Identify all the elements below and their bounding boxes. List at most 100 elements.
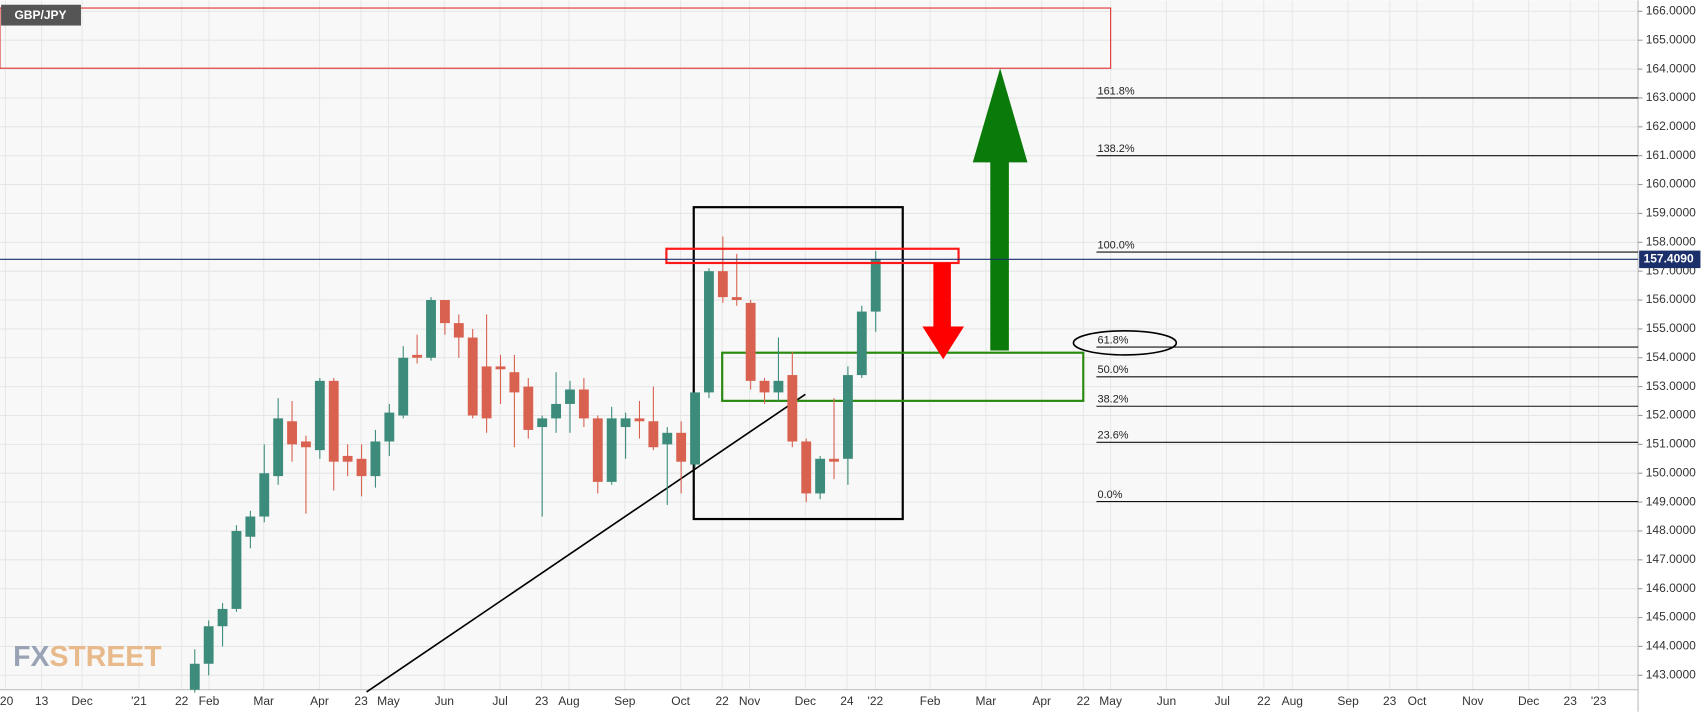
candle-body bbox=[314, 380, 325, 451]
down-arrow bbox=[922, 262, 965, 360]
candle-body bbox=[592, 418, 603, 482]
x-tick-label: 23 bbox=[354, 694, 368, 708]
candle-body bbox=[495, 366, 506, 370]
x-tick-label: '21 bbox=[131, 694, 147, 708]
candle-body bbox=[759, 380, 770, 393]
candle-body bbox=[467, 337, 478, 416]
candle-body bbox=[634, 418, 645, 422]
x-tick-label: 13 bbox=[35, 694, 49, 708]
x-tick-label: Dec bbox=[1518, 694, 1539, 708]
candle-body bbox=[731, 297, 742, 301]
candle-body bbox=[690, 392, 700, 465]
watermark-street: STREET bbox=[49, 641, 162, 673]
y-tick-label: 156.0000 bbox=[1646, 292, 1696, 306]
x-tick-label: Sep bbox=[1337, 694, 1359, 708]
candle-body bbox=[259, 473, 270, 517]
x-tick-label: 24 bbox=[840, 694, 854, 708]
y-tick-label: 162.0000 bbox=[1646, 119, 1696, 133]
fib-highlight bbox=[1072, 330, 1178, 356]
candle-body bbox=[606, 418, 617, 482]
candle-body bbox=[717, 271, 728, 298]
y-tick-label: 158.0000 bbox=[1646, 234, 1696, 248]
x-tick-label: Jul bbox=[492, 694, 507, 708]
fib-label: 61.8% bbox=[1098, 334, 1129, 346]
candle-body bbox=[704, 271, 714, 393]
x-tick-label: Nov bbox=[739, 694, 760, 708]
candle-body bbox=[620, 418, 631, 428]
x-tick-label: Mar bbox=[976, 694, 997, 708]
y-tick-label: 164.0000 bbox=[1646, 61, 1696, 75]
resistance-zone bbox=[0, 7, 1112, 69]
candle-body bbox=[398, 357, 409, 416]
fib-label: 138.2% bbox=[1098, 143, 1135, 155]
plot-background bbox=[0, 0, 1638, 689]
x-tick-label: Feb bbox=[199, 694, 220, 708]
candle-body bbox=[328, 380, 339, 462]
candle-body bbox=[426, 300, 436, 358]
symbol-badge bbox=[1, 4, 81, 26]
x-tick-label: 22 bbox=[1077, 694, 1091, 708]
last-price-tag bbox=[1639, 250, 1701, 269]
y-tick-label: 166.0000 bbox=[1646, 4, 1696, 18]
y-tick-label: 149.0000 bbox=[1646, 494, 1696, 508]
candle-body bbox=[801, 441, 812, 494]
y-tick-label: 154.0000 bbox=[1646, 350, 1696, 364]
y-tick-label: 147.0000 bbox=[1646, 552, 1696, 566]
candle-body bbox=[509, 372, 520, 393]
y-tick-label: 152.0000 bbox=[1646, 408, 1696, 422]
resistance-box bbox=[665, 247, 960, 265]
candle-body bbox=[439, 300, 450, 324]
fib-label: 23.6% bbox=[1098, 430, 1129, 442]
x-tick-label: Mar bbox=[253, 694, 274, 708]
candle-body bbox=[217, 608, 228, 627]
candle-body bbox=[384, 412, 395, 442]
candle-body bbox=[842, 375, 853, 459]
candle-body bbox=[565, 389, 575, 404]
y-tick-label: 151.0000 bbox=[1646, 437, 1696, 451]
watermark: FXSTREET bbox=[13, 641, 162, 673]
candle-body bbox=[301, 441, 311, 448]
candle-body bbox=[287, 421, 297, 445]
candle-body bbox=[245, 516, 256, 537]
x-tick-label: '20 bbox=[0, 694, 14, 708]
y-tick-label: 153.0000 bbox=[1646, 379, 1696, 393]
y-tick-label: 155.0000 bbox=[1646, 321, 1696, 335]
candle-body bbox=[578, 389, 589, 419]
candle-body bbox=[356, 458, 367, 477]
x-tick-label: Aug bbox=[1282, 694, 1303, 708]
y-tick-label: 161.0000 bbox=[1646, 148, 1696, 162]
candle-body bbox=[648, 421, 659, 448]
y-tick-label: 143.0000 bbox=[1646, 667, 1696, 681]
support-zone bbox=[721, 351, 1085, 402]
x-tick-label: May bbox=[377, 694, 400, 708]
x-tick-label: Jun bbox=[435, 694, 454, 708]
candle-body bbox=[745, 302, 756, 381]
range-box bbox=[692, 206, 904, 521]
candle-body bbox=[829, 458, 839, 462]
fib-label: 38.2% bbox=[1098, 394, 1129, 406]
x-tick-label: Dec bbox=[795, 694, 816, 708]
candle-body bbox=[537, 418, 548, 428]
x-tick-label: Apr bbox=[310, 694, 329, 708]
candle-body bbox=[551, 403, 562, 419]
watermark-fx: FX bbox=[13, 641, 49, 673]
candle-body bbox=[370, 441, 381, 477]
x-tick-label: 23 bbox=[535, 694, 549, 708]
x-tick-label: Apr bbox=[1032, 694, 1051, 708]
x-tick-label: '22 bbox=[868, 694, 884, 708]
x-tick-label: '23 bbox=[1591, 694, 1607, 708]
x-tick-label: 23 bbox=[1383, 694, 1397, 708]
x-tick-label: Nov bbox=[1462, 694, 1483, 708]
y-tick-label: 148.0000 bbox=[1646, 523, 1696, 537]
fib-label: 100.0% bbox=[1098, 239, 1135, 251]
chart-title: GBP/JPY bbox=[14, 8, 66, 22]
x-tick-label: 22 bbox=[716, 694, 730, 708]
y-tick-label: 160.0000 bbox=[1646, 177, 1696, 191]
candle-body bbox=[815, 458, 826, 494]
candle-body bbox=[662, 432, 673, 445]
candle-body bbox=[481, 366, 492, 419]
up-arrow bbox=[972, 68, 1028, 351]
trendline bbox=[366, 393, 806, 693]
candle-body bbox=[342, 455, 353, 462]
